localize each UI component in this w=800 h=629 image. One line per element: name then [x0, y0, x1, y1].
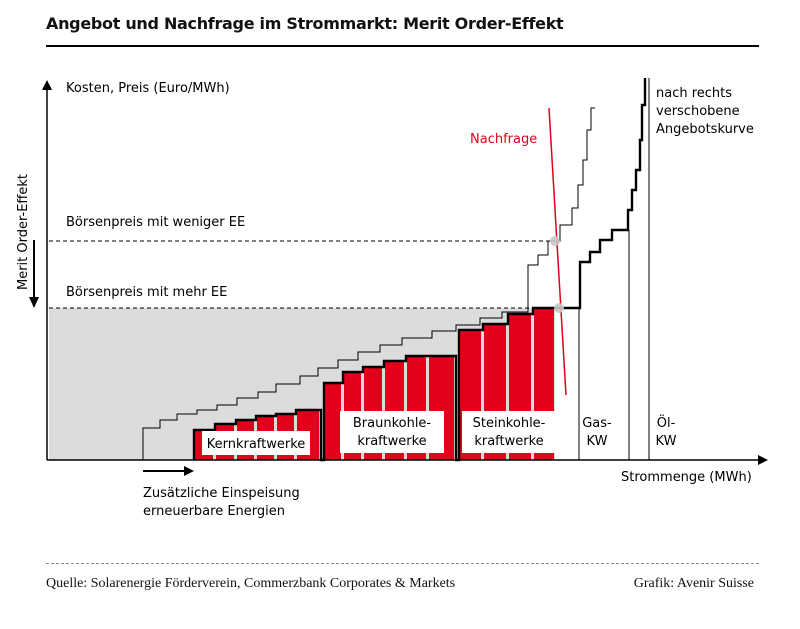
shifted-supply-label-3: Angebotskurve [656, 122, 754, 137]
shifted-supply-label-2: verschobene [656, 104, 740, 119]
credit-note: Grafik: Avenir Suisse [633, 576, 754, 591]
ee-label-1: Zusätzliche Einspeisung [143, 486, 300, 501]
braunkohle-label-box [340, 411, 444, 453]
steinkohle-label-2: kraftwerke [474, 434, 543, 449]
demand-line [548, 107, 567, 396]
merit-effect-arrow-head [29, 297, 39, 308]
oel-kw-label-1: Öl- [657, 414, 676, 431]
steinkohle-label-box [462, 411, 556, 453]
shifted-supply-curve [192, 78, 647, 462]
gas-kw-label-1: Gas- [582, 416, 612, 431]
title-rule [46, 45, 759, 47]
x-axis-label: Strommenge (MWh) [621, 470, 752, 485]
steinkohle-label-1: Steinkohle- [473, 416, 546, 431]
oel-kw-label-2: KW [656, 434, 677, 449]
kernkraft-label: Kernkraftwerke [207, 437, 306, 452]
merit-effect-label: Merit Order-Effekt [16, 174, 31, 290]
chart-title: Angebot und Nachfrage im Strommarkt: Mer… [46, 14, 564, 33]
gas-kw-label-2: KW [587, 434, 608, 449]
ee-shift-arrow-head [184, 466, 194, 476]
y-axis-arrow [42, 80, 52, 90]
source-note: Quelle: Solarenergie Förderverein, Comme… [46, 576, 456, 591]
original-supply-curve [142, 107, 595, 460]
y-axis-label: Kosten, Preis (Euro/MWh) [66, 81, 230, 96]
ee-label-2: erneuerbare Energien [143, 504, 285, 519]
braunkohle-label-2: kraftwerke [357, 434, 426, 449]
shifted-supply-label-1: nach rechts [656, 86, 732, 101]
braunkohle-label-1: Braunkohle- [353, 416, 432, 431]
intersection-marker-new [554, 303, 564, 313]
price-label-less-ee: Börsenpreis mit weniger EE [66, 215, 245, 230]
intersection-marker-old [550, 236, 560, 246]
kernkraft-label-box [202, 431, 310, 455]
plant-bar-6 [325, 383, 341, 460]
price-label-more-ee: Börsenpreis mit mehr EE [66, 285, 227, 300]
x-axis-arrow [758, 455, 768, 465]
footer-rule [46, 563, 759, 564]
demand-label: Nachfrage [470, 132, 537, 147]
